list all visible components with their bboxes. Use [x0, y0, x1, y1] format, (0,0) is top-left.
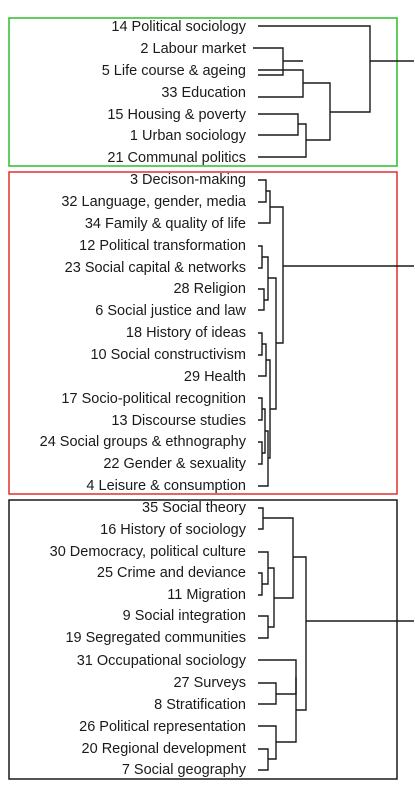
dendrogram-link — [258, 179, 267, 203]
leaf-label: 12 Political transformation — [79, 238, 246, 254]
cluster-box-black — [8, 499, 398, 780]
dendrogram-link — [258, 725, 277, 760]
dendrogram-link — [268, 567, 275, 628]
leaf-label: 7 Social geography — [122, 762, 247, 778]
leaf-label: 33 Education — [161, 85, 246, 101]
leaf-label: 4 Leisure & consumption — [86, 478, 246, 494]
leaf-label: 24 Social groups & ethnography — [40, 434, 247, 450]
leaf-label: 16 History of sociology — [100, 522, 247, 538]
leaf-label: 17 Socio-political recognition — [61, 391, 246, 407]
dendrogram-link — [258, 69, 304, 98]
dendrogram-link — [258, 25, 371, 113]
leaf-label: 6 Social justice and law — [95, 303, 246, 319]
dendrogram-link — [258, 507, 264, 530]
dendrogram-link — [258, 123, 307, 158]
leaf-label: 27 Surveys — [173, 675, 246, 691]
leaf-label: 31 Occupational sociology — [77, 653, 247, 669]
dendrogram-link — [276, 677, 297, 743]
leaf-label: 19 Segregated communities — [65, 630, 246, 646]
leaf-label: 9 Social integration — [123, 608, 246, 624]
dendrogram-link — [258, 659, 297, 695]
dendrogram-link — [258, 245, 263, 269]
leaf-label: 20 Regional development — [82, 741, 246, 757]
leaf-label: 14 Political sociology — [111, 19, 246, 35]
dendrogram-link — [258, 332, 263, 356]
dendrogram-link — [270, 206, 284, 344]
dendrogram-link — [253, 47, 284, 76]
dendrogram-link — [303, 82, 331, 141]
dendrogram-links — [253, 25, 414, 771]
leaf-label: 21 Communal politics — [107, 150, 246, 166]
leaf-label: 26 Political representation — [79, 719, 246, 735]
dendrogram-link — [262, 256, 269, 301]
dendrogram-link — [258, 430, 269, 487]
leaf-label: 22 Gender & sexuality — [103, 456, 246, 472]
leaf-label: 30 Democracy, political culture — [50, 544, 246, 560]
leaf-label: 32 Language, gender, media — [61, 194, 247, 210]
dendrogram-link — [258, 113, 299, 136]
leaf-label: 5 Life course & ageing — [102, 63, 246, 79]
leaf-label: 23 Social capital & networks — [65, 260, 246, 276]
dendrogram-link — [258, 190, 271, 224]
dendrogram-link — [258, 551, 269, 585]
leaf-label: 15 Housing & poverty — [107, 107, 246, 123]
cluster-box-red — [8, 171, 398, 495]
leaf-label: 34 Family & quality of life — [85, 216, 246, 232]
leaf-label: 2 Labour market — [140, 41, 246, 57]
leaf-label: 8 Stratification — [154, 697, 246, 713]
dendrogram-link — [258, 748, 269, 771]
leaf-label: 18 History of ideas — [126, 325, 246, 341]
leaf-label: 10 Social constructivism — [90, 347, 246, 363]
dendrogram-link — [258, 397, 263, 421]
leaf-label: 13 Discourse studies — [111, 413, 246, 429]
leaf-label: 25 Crime and deviance — [97, 565, 246, 581]
leaf-label: 11 Migration — [167, 587, 246, 603]
dendrogram-link — [258, 288, 265, 311]
leaf-label: 35 Social theory — [142, 500, 247, 516]
leaf-label: 28 Religion — [173, 281, 246, 297]
leaf-label: 1 Urban sociology — [130, 128, 247, 144]
dendrogram-link — [258, 441, 263, 465]
dendrogram-link — [258, 682, 277, 705]
dendrogram-link — [258, 572, 263, 596]
leaf-label: 3 Decison-making — [130, 172, 246, 188]
cluster-box-green — [8, 17, 398, 167]
dendrogram-link — [263, 517, 294, 599]
dendrogram-link — [258, 615, 269, 639]
dendrogram-link — [268, 277, 277, 410]
dendrogram-link — [293, 556, 307, 711]
leaf-label: 29 Health — [184, 369, 246, 385]
